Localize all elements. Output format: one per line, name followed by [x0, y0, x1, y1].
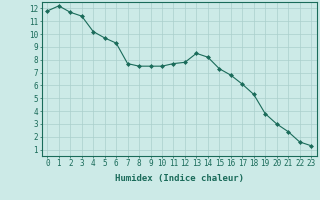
X-axis label: Humidex (Indice chaleur): Humidex (Indice chaleur) — [115, 174, 244, 183]
